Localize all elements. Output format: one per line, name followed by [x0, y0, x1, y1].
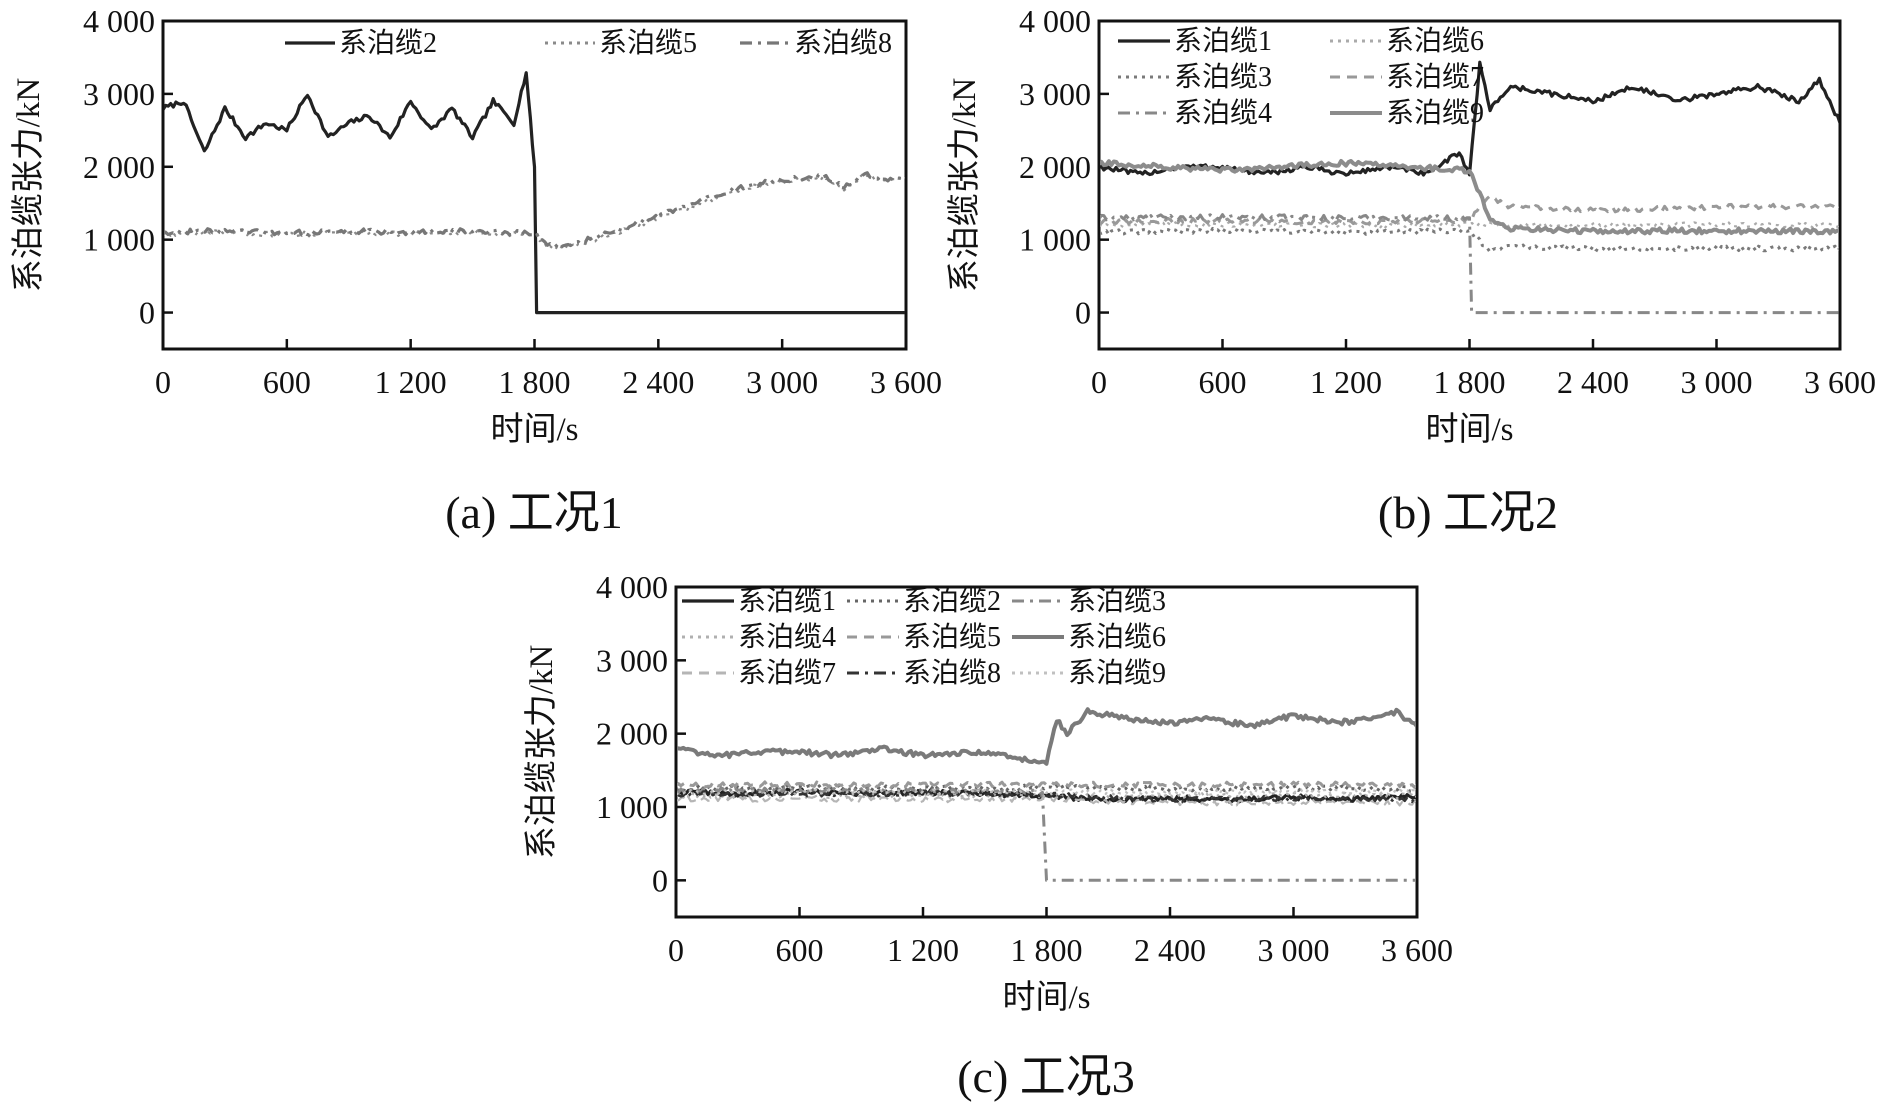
legend-label: 系泊缆5: [903, 621, 1001, 653]
series-line: [677, 783, 1416, 793]
y-axis-label: 系泊缆张力/kN: [523, 645, 560, 860]
x-tick-label: 600: [776, 932, 824, 968]
x-tick-label: 600: [1199, 364, 1247, 400]
y-tick-label: 0: [139, 295, 155, 331]
y-tick-label: 1 000: [1019, 222, 1091, 258]
x-tick-label: 1 200: [1310, 364, 1382, 400]
y-tick-label: 1 000: [83, 222, 155, 258]
plot-area: 0 1 000 2 000 3 000 4 000 0 600 1 200 1 800 2 400…: [946, 3, 1876, 448]
legend-label: 系泊缆1: [1174, 25, 1272, 57]
y-axis-label: 系泊缆张力/kN: [10, 78, 47, 293]
x-tick-label: 3 600: [1804, 364, 1876, 400]
x-tick-label: 600: [263, 364, 311, 400]
legend-label: 系泊缆8: [794, 27, 892, 59]
x-tick-label: 3 600: [1381, 932, 1453, 968]
series-line: [677, 789, 1416, 804]
series-line: [1100, 227, 1839, 254]
legend-label: 系泊缆4: [1174, 97, 1272, 129]
panel-c: 0 1 000 2 000 3 000 4 000 0 600 1 200 1 800 2 400…: [523, 569, 1453, 1102]
series-line: [1100, 213, 1839, 315]
y-tick-label: 3 000: [1019, 76, 1091, 112]
y-tick-label: 0: [652, 862, 668, 898]
x-tick-label: 3 000: [1258, 932, 1330, 968]
caption: (b) 工况2: [1378, 487, 1558, 538]
caption: (c) 工况3: [957, 1051, 1135, 1102]
x-tick-label: 3 600: [870, 364, 942, 400]
legend-label: 系泊缆5: [599, 27, 697, 59]
legend-label: 系泊缆6: [1068, 621, 1166, 653]
legend-label: 系泊缆4: [738, 621, 836, 653]
y-tick-label: 3 000: [83, 76, 155, 112]
series-line: [677, 707, 1416, 766]
panel-a: 0 1 000 2 000 3 000 4 000 0 600 1 200 1 800 2 400…: [10, 3, 942, 538]
legend-label: 系泊缆3: [1068, 585, 1166, 617]
legend-label: 系泊缆7: [1386, 61, 1484, 93]
plot-area: 0 1 000 2 000 3 000 4 000 0 600 1 200 1 800 2 400…: [10, 3, 942, 448]
x-tick-label: 0: [668, 932, 684, 968]
x-tick-label: 2 400: [1134, 932, 1206, 968]
series-line: [677, 780, 1416, 789]
y-tick-label: 2 000: [1019, 149, 1091, 185]
x-axis-label: 时间/s: [1425, 412, 1513, 448]
y-tick-label: 4 000: [1019, 3, 1091, 39]
legend-label: 系泊缆2: [339, 27, 437, 59]
panel-b: 0 1 000 2 000 3 000 4 000 0 600 1 200 1 800 2 400…: [946, 3, 1876, 538]
legend-label: 系泊缆3: [1174, 61, 1272, 93]
series-line: [1100, 220, 1839, 229]
y-tick-label: 4 000: [83, 3, 155, 39]
legend-label: 系泊缆8: [903, 657, 1001, 689]
series-line: [677, 795, 1416, 807]
y-tick-label: 2 000: [83, 149, 155, 185]
y-axis-label: 系泊缆张力/kN: [946, 78, 983, 293]
series-line: [677, 788, 1416, 796]
series-line: [677, 786, 1416, 882]
x-tick-label: 0: [155, 364, 171, 400]
y-tick-label: 3 000: [596, 642, 668, 678]
x-tick-label: 2 400: [1557, 364, 1629, 400]
legend-label: 系泊缆9: [1068, 657, 1166, 689]
series-line: [164, 172, 905, 251]
x-axis-label: 时间/s: [1002, 980, 1090, 1016]
x-tick-label: 1 800: [1011, 932, 1083, 968]
series-line: [164, 171, 905, 250]
legend-label: 系泊缆7: [738, 657, 836, 689]
caption: (a) 工况1: [445, 487, 623, 538]
legend-label: 系泊缆9: [1386, 97, 1484, 129]
x-tick-label: 1 200: [887, 932, 959, 968]
x-tick-label: 1 800: [1434, 364, 1506, 400]
legend-label: 系泊缆1: [738, 585, 836, 617]
series-line: [164, 71, 905, 315]
x-tick-label: 1 800: [499, 364, 571, 400]
y-tick-label: 0: [1075, 295, 1091, 331]
legend-label: 系泊缆2: [903, 585, 1001, 617]
x-tick-label: 2 400: [622, 364, 694, 400]
series-line: [677, 791, 1416, 800]
x-tick-label: 3 000: [1681, 364, 1753, 400]
x-tick-label: 0: [1091, 364, 1107, 400]
plot-area: 0 1 000 2 000 3 000 4 000 0 600 1 200 1 800 2 400…: [523, 569, 1453, 1016]
series-line: [1100, 159, 1839, 236]
x-tick-label: 1 200: [375, 364, 447, 400]
y-tick-label: 1 000: [596, 789, 668, 825]
y-tick-label: 4 000: [596, 569, 668, 605]
x-tick-label: 3 000: [746, 364, 818, 400]
legend-label: 系泊缆6: [1386, 25, 1484, 57]
x-axis-label: 时间/s: [490, 412, 578, 448]
y-tick-label: 2 000: [596, 716, 668, 752]
